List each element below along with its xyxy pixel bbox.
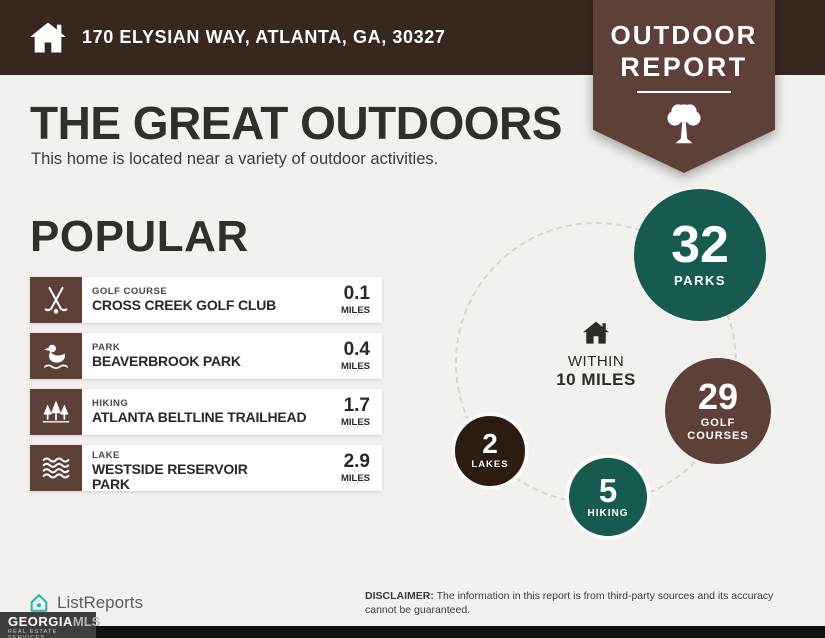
bottom-bar xyxy=(0,626,825,638)
list-item-hiking: HIKING ATLANTA BELTLINE TRAILHEAD 1.7 MI… xyxy=(30,389,382,435)
badge-line1: OUTDOOR xyxy=(610,20,758,50)
listreports-wordmark: ListReports xyxy=(57,593,143,612)
distance-unit: MILES xyxy=(340,305,370,316)
mls-part1: GEORGIA xyxy=(8,614,73,629)
page-title: THE GREAT OUTDOORS xyxy=(30,97,562,149)
pine-trees-icon xyxy=(30,389,82,435)
within-miles: 10 MILES xyxy=(556,370,636,389)
item-category: PARK xyxy=(92,342,121,354)
stat-bubble-lakes: 2 LAKES xyxy=(451,412,529,490)
report-badge: OUTDOOR REPORT xyxy=(593,0,775,173)
within-label: WITHIN xyxy=(567,353,625,370)
stat-bubble-parks: 32 PARKS xyxy=(634,189,766,321)
home-icon xyxy=(30,21,66,52)
item-category: LAKE xyxy=(92,450,120,461)
duck-icon xyxy=(30,333,82,379)
address-text: 170 ELYSIAN WAY, ATLANTA, GA, 30327 xyxy=(82,27,446,47)
popular-heading: POPULAR xyxy=(30,212,249,261)
item-category: GOLF COURSE xyxy=(92,286,168,298)
item-distance: 2.9 MILES xyxy=(341,445,382,491)
badge-divider xyxy=(637,91,731,93)
list-item-text: PARK BEAVERBROOK PARK xyxy=(82,333,341,379)
golf-count: 29 xyxy=(697,375,739,417)
georgia-mls-logo: GEORGIAMLS REAL ESTATE SERVICES xyxy=(0,612,100,638)
distance-value: 0.1 xyxy=(343,283,370,304)
lakes-count: 2 xyxy=(482,428,498,460)
distance-value: 0.4 xyxy=(343,339,370,360)
stat-bubble-golf-courses: 29 GOLF COURSES xyxy=(665,358,771,464)
list-item-text: HIKING ATLANTA BELTLINE TRAILHEAD xyxy=(82,389,341,435)
list-item-golf-course: GOLF COURSE CROSS CREEK GOLF CLUB 0.1 MI… xyxy=(30,277,382,323)
item-category: HIKING xyxy=(92,398,129,410)
mls-part2: MLS xyxy=(72,614,101,629)
distance-unit: MILES xyxy=(340,417,370,428)
georgia-mls-wordmark: GEORGIAMLS xyxy=(8,614,100,629)
within-10-miles: WITHIN 10 MILES xyxy=(540,320,652,390)
disclaimer-label: DISCLAIMER: xyxy=(365,590,434,602)
page-subtitle: This home is located near a variety of o… xyxy=(31,150,439,168)
item-name: BEAVERBROOK PARK xyxy=(92,353,241,370)
list-item-text: LAKE WESTSIDE RESERVOIR PARK xyxy=(82,445,341,491)
mls-tagline: REAL ESTATE SERVICES xyxy=(8,629,58,638)
lakes-label: LAKES xyxy=(471,458,509,470)
list-item-lake: LAKE WESTSIDE RESERVOIR PARK 2.9 MILES xyxy=(30,445,382,491)
home-icon xyxy=(583,321,609,344)
badge-line2: REPORT xyxy=(620,52,748,82)
item-distance: 1.7 MILES xyxy=(341,389,382,435)
parks-count: 32 xyxy=(671,216,729,275)
parks-label: PARKS xyxy=(673,272,727,288)
distance-unit: MILES xyxy=(340,361,370,372)
list-item-park: PARK BEAVERBROOK PARK 0.4 MILES xyxy=(30,333,382,379)
popular-list: GOLF COURSE CROSS CREEK GOLF CLUB 0.1 MI… xyxy=(30,277,382,501)
disclaimer: DISCLAIMER: The information in this repo… xyxy=(365,590,793,617)
distance-value: 2.9 xyxy=(343,451,370,472)
distance-unit: MILES xyxy=(340,473,370,484)
stat-bubble-hiking: 5 HIKING xyxy=(565,454,651,540)
waves-icon xyxy=(30,445,82,491)
golf-icon xyxy=(30,277,82,323)
report-badge-shape: OUTDOOR REPORT xyxy=(593,0,775,173)
teal-house-icon xyxy=(30,594,48,612)
item-distance: 0.4 MILES xyxy=(341,333,382,379)
item-name: CROSS CREEK GOLF CLUB xyxy=(92,297,277,314)
item-name: WESTSIDE RESERVOIR PARK xyxy=(92,461,248,491)
item-name: ATLANTA BELTLINE TRAILHEAD xyxy=(92,409,307,426)
hiking-count: 5 xyxy=(598,471,618,509)
golf-label: GOLF COURSES xyxy=(687,416,749,442)
distance-value: 1.7 xyxy=(343,395,370,416)
tree-icon xyxy=(667,104,701,144)
listreports-logo: ListReports xyxy=(28,592,143,614)
item-distance: 0.1 MILES xyxy=(341,277,382,323)
hiking-label: HIKING xyxy=(587,507,629,519)
disclaimer-text: The information in this report is from t… xyxy=(365,590,774,616)
list-item-text: GOLF COURSE CROSS CREEK GOLF CLUB xyxy=(82,277,341,323)
